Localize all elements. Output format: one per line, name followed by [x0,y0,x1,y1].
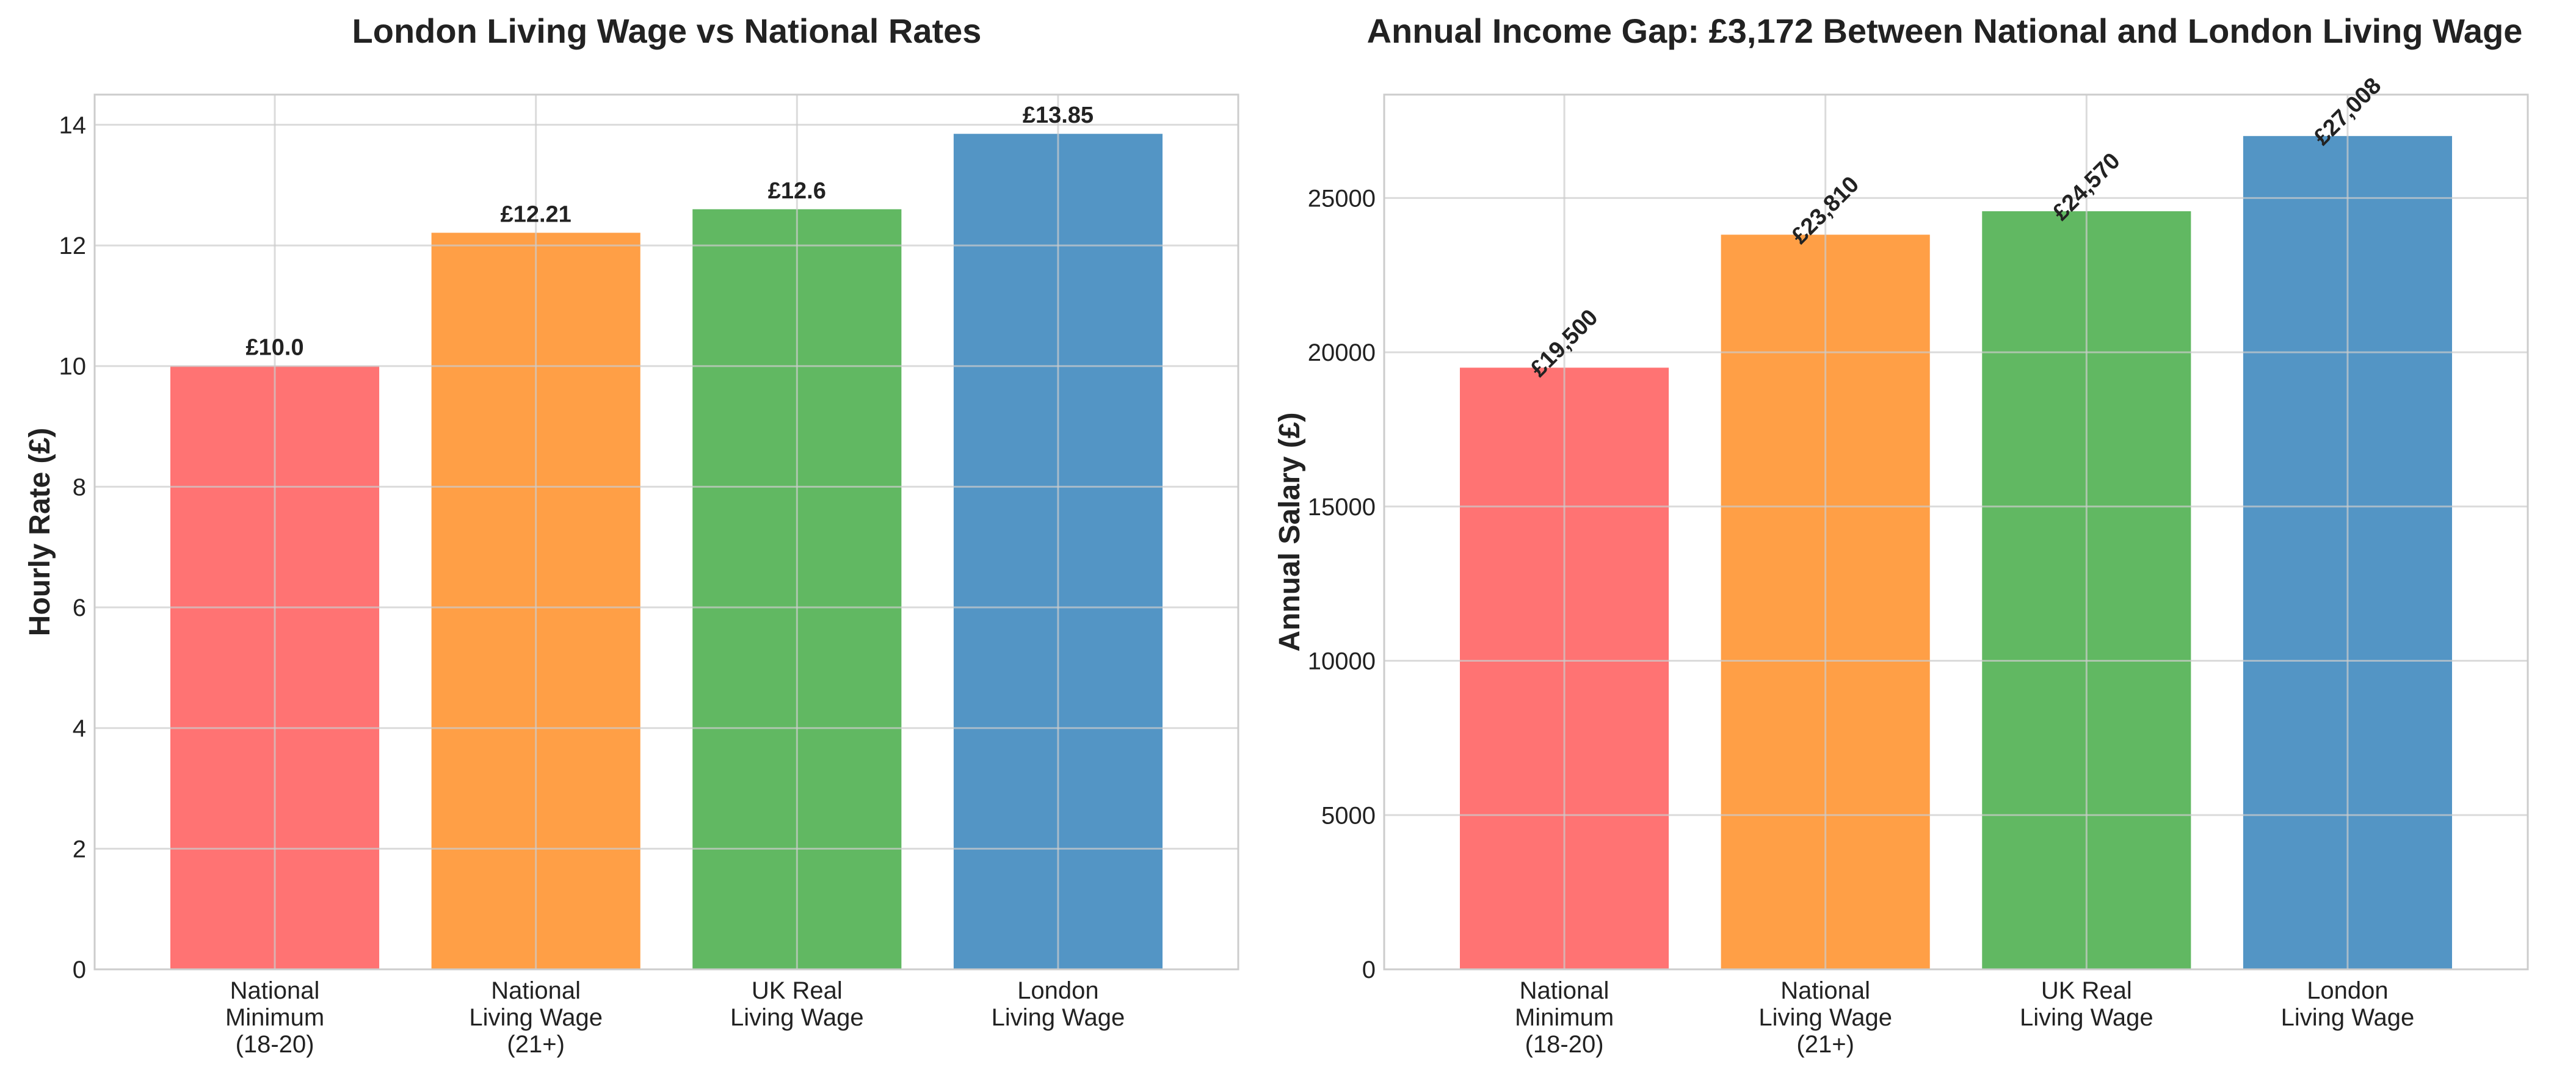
x-tick-label: UK Real Living Wage [730,977,864,1031]
y-tick-label: 10000 [1308,648,1376,675]
bar-value-label: £10.0 [246,335,304,361]
annual-salary-chart: Annual Income Gap: £3,172 Between Nation… [1274,12,2529,1058]
y-tick-label: 4 [73,715,86,742]
y-tick-label: 5000 [1321,802,1376,829]
hourly-rate-chart: London Living Wage vs National Rates 0 2 4 6… [24,12,1239,1058]
x-tick-label: National Minimum (18-20) [1515,977,1614,1058]
bar-value-label: £12.6 [768,178,826,204]
chart-title: London Living Wage vs National Rates [352,12,982,50]
plot-frame [1383,93,2529,971]
y-tick-label: 8 [73,474,86,501]
y-axis-label: Annual Salary (£) [1274,412,1306,651]
chart-title: Annual Income Gap: £3,172 Between Nation… [1367,12,2523,50]
y-tick-label: 0 [1362,957,1376,983]
y-tick-label: 6 [73,595,86,621]
x-tick-label: London Living Wage [992,977,1125,1031]
y-tick-label: 15000 [1308,494,1376,521]
x-tick-label: National Minimum (18-20) [225,977,324,1058]
plot-frame [93,93,1239,971]
y-axis-label: Hourly Rate (£) [24,428,56,636]
x-tick-label: National Living Wage (21+) [469,977,603,1058]
y-tick-label: 10 [59,353,87,380]
y-tick-label: 20000 [1308,339,1376,366]
bar-value-label: £12.21 [501,201,571,227]
y-tick-label: 12 [59,233,87,259]
y-tick-label: 2 [73,836,86,863]
x-tick-label: National Living Wage (21+) [1758,977,1892,1058]
y-tick-label: 0 [73,957,86,983]
y-tick-label: 25000 [1308,185,1376,212]
bar-value-label: £13.85 [1023,103,1094,128]
x-tick-label: London Living Wage [2281,977,2415,1031]
x-tick-label: UK Real Living Wage [2020,977,2153,1031]
y-tick-label: 14 [59,112,87,139]
